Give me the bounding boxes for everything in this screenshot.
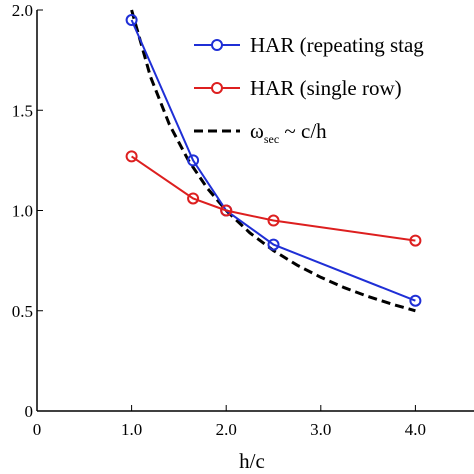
x-axis-title: h/c [239, 449, 265, 473]
data-point [187, 192, 200, 205]
y-tick-label: 0.5 [12, 302, 33, 321]
data-point [409, 234, 422, 247]
data-point [267, 214, 280, 227]
data-point [125, 150, 138, 163]
series-line [130, 19, 416, 302]
x-tick-label: 4.0 [405, 420, 426, 439]
series-line [131, 155, 416, 242]
data-point [125, 14, 138, 27]
y-tick-label: 0 [25, 402, 34, 421]
y-tick-label: 1.5 [12, 101, 33, 120]
legend-label: ωsec ~ c/h [250, 119, 327, 146]
legend-label: HAR (repeating stag [250, 33, 424, 57]
data-point [187, 154, 200, 167]
legend: HAR (repeating stag HAR (single row) ωsec … [194, 33, 424, 146]
legend-swatch-marker [211, 39, 223, 51]
y-tick-label: 1.0 [12, 202, 33, 221]
x-tick-label: 3.0 [310, 420, 331, 439]
x-tick-label: 1.0 [121, 420, 142, 439]
axes: 0 0.5 1.0 1.5 2.0 0 1.0 2.0 3.0 4.0 [12, 1, 474, 439]
series-line-reference [130, 9, 416, 313]
legend-label: HAR (single row) [250, 76, 402, 100]
series-layer [125, 9, 422, 313]
x-tick-label: 2.0 [216, 420, 237, 439]
data-point [409, 294, 422, 307]
y-tick-label: 2.0 [12, 1, 33, 20]
legend-swatch-marker [211, 82, 223, 94]
x-tick-label: 0 [33, 420, 42, 439]
data-point [220, 204, 233, 217]
data-point [267, 238, 280, 251]
